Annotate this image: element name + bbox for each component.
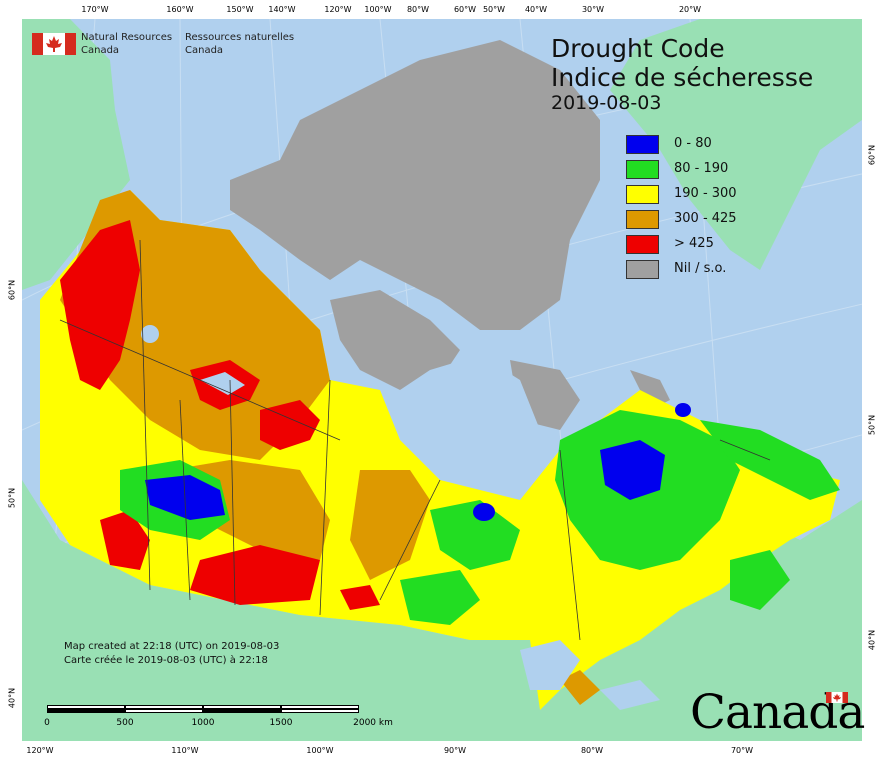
legend-swatch (626, 260, 659, 279)
tick-top-8: 50°W (482, 5, 506, 14)
tick-bottom-2: 100°W (306, 746, 334, 755)
scale-segment (47, 709, 125, 713)
agency-name-en: Natural Resources Canada (81, 31, 172, 57)
tick-top-6: 80°W (406, 5, 430, 14)
scale-label: 1500 (269, 718, 293, 728)
title-fr: Indice de sécheresse (551, 63, 814, 92)
sask-red (340, 585, 380, 610)
scale-segment (47, 705, 125, 709)
labrador-blue (675, 403, 691, 417)
tick-right-2: 40°N (867, 629, 877, 651)
tick-bottom-4: 80°W (580, 746, 604, 755)
tick-bottom-1: 110°W (171, 746, 199, 755)
lake-ontario (600, 680, 660, 710)
tick-bottom-3: 90°W (443, 746, 467, 755)
alaska (22, 19, 130, 290)
scale-segment (125, 705, 203, 709)
legend-label: Nil / s.o. (674, 261, 727, 276)
legend-label: > 425 (674, 236, 714, 251)
arctic-islands (230, 40, 600, 330)
tick-top-2: 150°W (226, 5, 254, 14)
usa-land (22, 480, 862, 741)
map-date: 2019-08-03 (551, 92, 662, 114)
map-credit: Map created at 22:18 (UTC) on 2019-08-03… (64, 640, 279, 668)
ontario-green (400, 570, 480, 625)
great-lakes (520, 640, 580, 690)
borders (59, 239, 771, 641)
nw-ontario-green (430, 500, 520, 570)
legend-label: 80 - 190 (674, 161, 729, 176)
canada-flag-icon (32, 33, 76, 55)
quebec-blue (600, 440, 665, 500)
scale-bar: 0 500 1000 1500 2000 km (44, 705, 393, 735)
tick-left-2: 40°N (7, 687, 17, 709)
wordmark-flag-icon (826, 692, 848, 703)
ontario-south-orange (560, 670, 600, 705)
scale-label: 1000 (191, 718, 215, 728)
legend-swatch (626, 185, 659, 204)
legend-swatch (626, 235, 659, 254)
title-en: Drought Code (551, 34, 725, 63)
scale-label: 2000 km (353, 718, 393, 728)
south-prairie-red (190, 545, 320, 605)
drought-map[interactable] (22, 19, 862, 741)
tick-top-3: 140°W (268, 5, 296, 14)
map-title: Drought Code Indice de sécheresse (551, 34, 813, 92)
tick-right-1: 50°N (867, 414, 877, 436)
scale-segment (125, 709, 203, 713)
scale-label: 0 (44, 718, 50, 728)
great-bear-lake (141, 325, 159, 343)
tick-top-1: 160°W (166, 5, 194, 14)
ontario-blue (473, 503, 495, 521)
agency-name-fr: Ressources naturelles Canada (185, 31, 294, 57)
legend-label: 0 - 80 (674, 136, 712, 151)
hudson-bay (385, 355, 540, 490)
keewatin-nil (330, 290, 460, 390)
yukon-red (60, 220, 140, 390)
greenland (610, 19, 862, 270)
tick-top-0: 170°W (81, 5, 109, 14)
tick-top-7: 60°W (453, 5, 477, 14)
agency-en-line1: Natural Resources (81, 32, 173, 43)
credit-line-fr: Carte créée le 2019-08-03 (UTC) à 22:18 (64, 655, 268, 666)
agency-fr-line1: Ressources naturelles (185, 32, 295, 43)
tick-top-4: 120°W (324, 5, 352, 14)
scale-segment (281, 709, 359, 713)
legend-swatch (626, 210, 659, 229)
tick-top-11: 20°W (678, 5, 702, 14)
manitoba-orange (350, 470, 430, 580)
great-slave-lake (200, 372, 245, 395)
bc-south-red (100, 510, 150, 570)
scale-segment (281, 705, 359, 709)
agency-fr-line2: Canada (185, 45, 224, 56)
map-canvas (22, 19, 862, 741)
scale-segment (203, 705, 281, 709)
scale-label: 500 (116, 718, 134, 728)
legend-label: 300 - 425 (674, 211, 737, 226)
scale-segment (203, 709, 281, 713)
legend-swatch (626, 135, 659, 154)
tick-bottom-5: 70°W (730, 746, 754, 755)
legend-label: 190 - 300 (674, 186, 737, 201)
credit-line-en: Map created at 22:18 (UTC) on 2019-08-03 (64, 641, 280, 652)
maritimes-green (730, 550, 790, 610)
agency-en-line2: Canada (81, 45, 120, 56)
tick-top-5: 100°W (364, 5, 392, 14)
tick-right-0: 60°N (867, 144, 877, 166)
legend-swatch (626, 160, 659, 179)
tick-top-10: 30°W (581, 5, 605, 14)
tick-top-9: 40°W (524, 5, 548, 14)
tick-bottom-0: 120°W (26, 746, 54, 755)
tick-left-1: 50°N (7, 487, 17, 509)
tick-left-0: 60°N (7, 279, 17, 301)
